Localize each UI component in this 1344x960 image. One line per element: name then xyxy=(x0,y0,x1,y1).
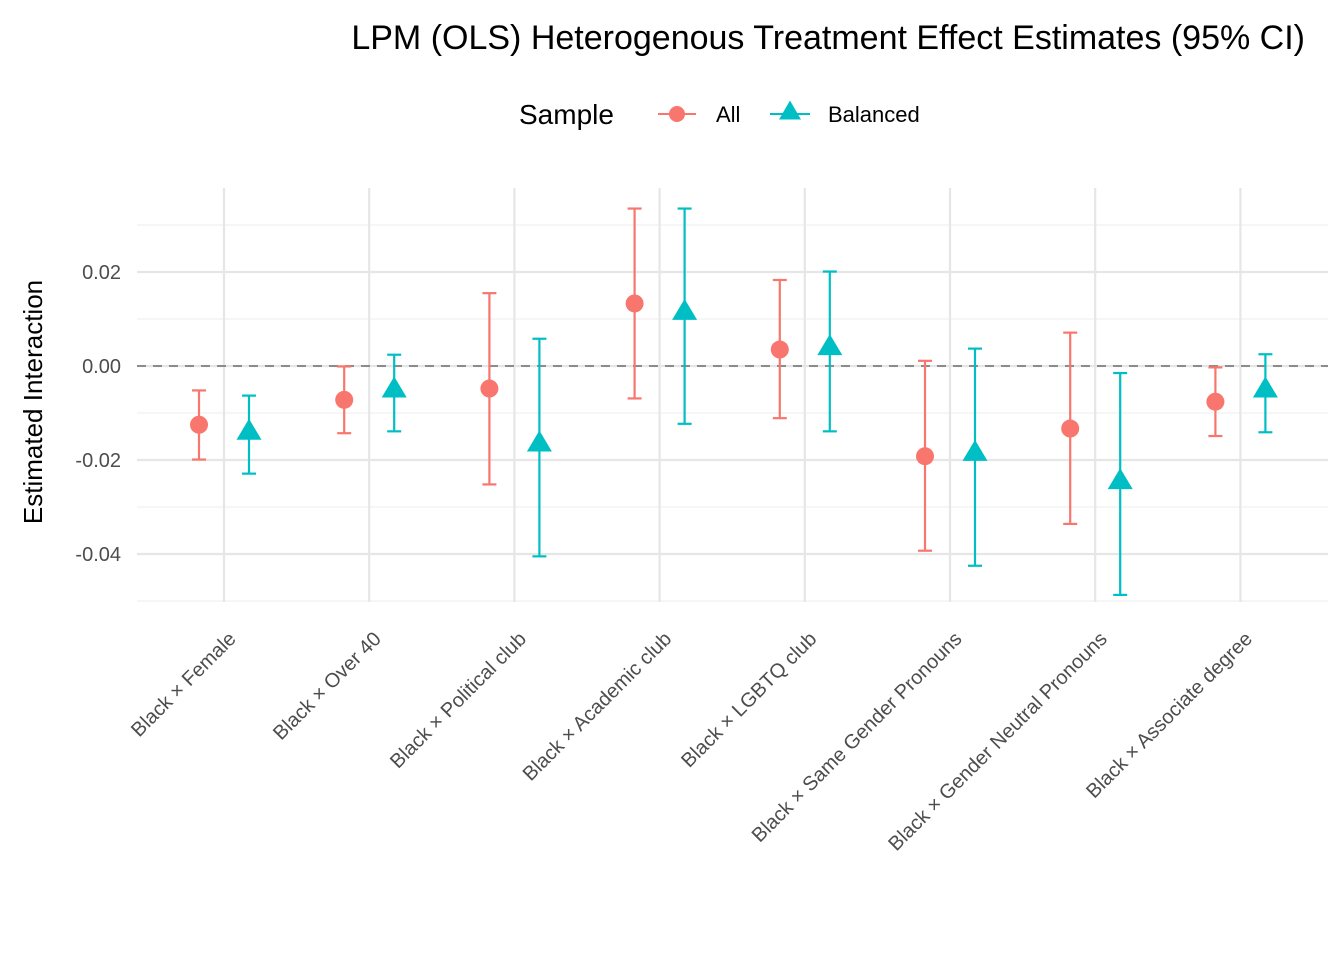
legend-key-balanced xyxy=(770,100,810,120)
point-all xyxy=(335,390,354,409)
point-all xyxy=(190,415,208,434)
legend-label-all: All xyxy=(716,102,740,127)
point-balanced xyxy=(1252,376,1278,398)
point-balanced xyxy=(236,418,262,440)
y-axis-title: Estimated Interaction xyxy=(18,280,48,524)
point-balanced xyxy=(526,430,552,452)
legend-key-all xyxy=(658,106,696,122)
point-balanced xyxy=(672,298,698,320)
x-tick-label: Black × LGBTQ club xyxy=(677,628,821,772)
legend: Sample All Balanced xyxy=(519,99,920,130)
point-balanced xyxy=(962,439,988,461)
x-tick-label: Black × Academic club xyxy=(519,628,676,785)
x-tick-label: Black × Political club xyxy=(386,628,531,773)
point-all xyxy=(480,379,499,398)
x-tick-label: Black × Female xyxy=(127,628,240,741)
legend-title: Sample xyxy=(519,99,614,130)
point-all xyxy=(625,294,644,313)
chart-title: LPM (OLS) Heterogenous Treatment Effect … xyxy=(351,19,1305,57)
y-tick-label: -0.04 xyxy=(75,544,121,566)
legend-label-balanced: Balanced xyxy=(828,102,920,127)
y-tick-label: 0.00 xyxy=(82,356,121,378)
plot-panel: -0.04 -0.02 0.00 0.02 Black × Female Black × … xyxy=(75,188,1328,855)
point-all xyxy=(1061,419,1080,438)
x-tick-label: Black × Over 40 xyxy=(269,628,386,745)
legend-key-all-circle xyxy=(669,106,685,122)
point-all xyxy=(916,447,934,466)
point-balanced xyxy=(1107,468,1133,490)
point-all xyxy=(770,340,789,359)
point-balanced xyxy=(381,376,407,398)
y-tick-label: -0.02 xyxy=(75,450,121,472)
point-balanced xyxy=(817,334,843,356)
x-tick-label: Black × Associate degree xyxy=(1082,628,1257,803)
point-all xyxy=(1206,392,1225,411)
y-tick-label: 0.02 xyxy=(82,262,121,284)
legend-key-balanced-triangle xyxy=(779,100,801,120)
